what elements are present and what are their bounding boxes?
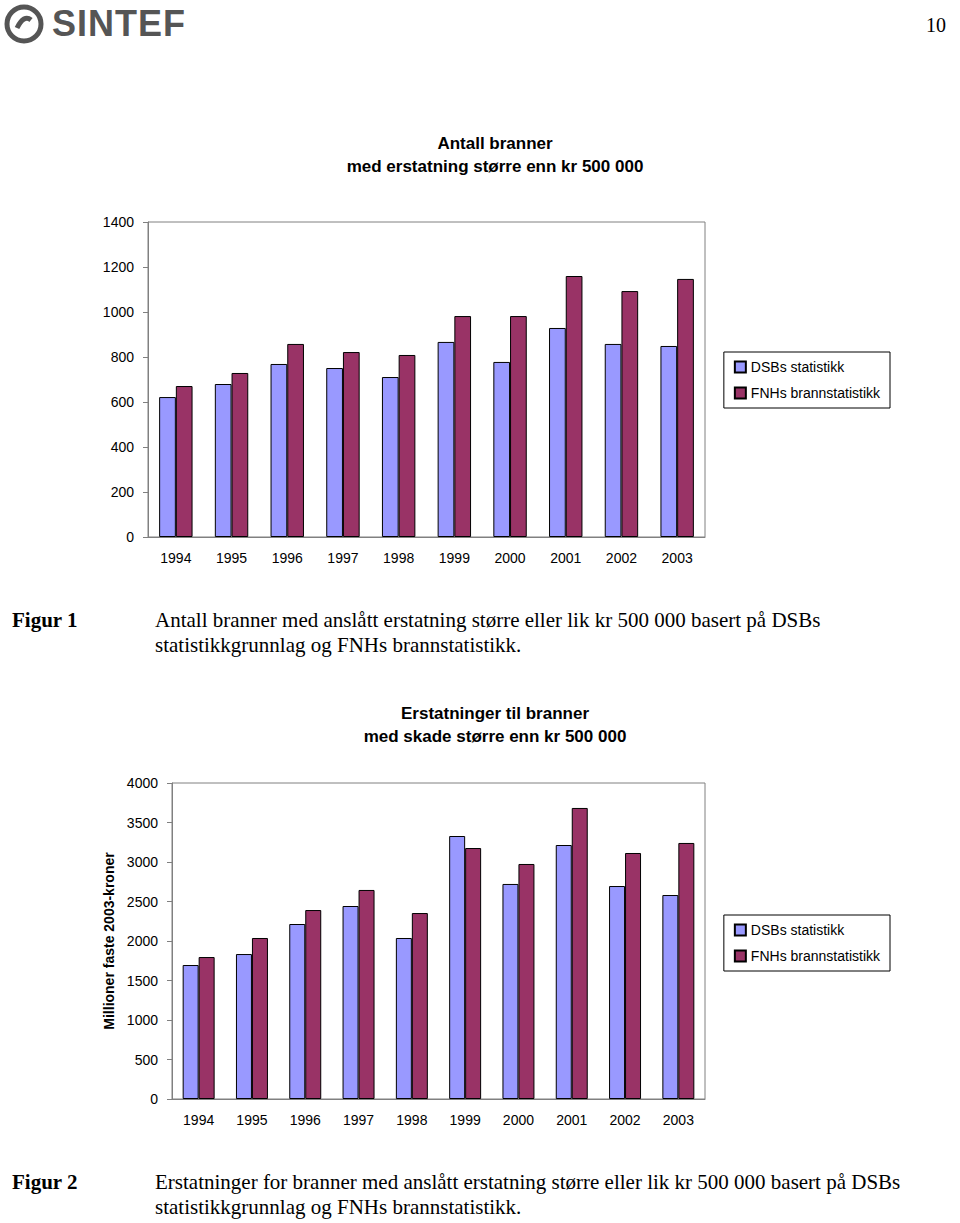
svg-text:med erstatning større enn kr 5: med erstatning større enn kr 500 000: [347, 157, 644, 176]
svg-text:Erstatninger til branner: Erstatninger til branner: [401, 704, 589, 723]
svg-text:1997: 1997: [327, 550, 358, 566]
svg-text:1000: 1000: [103, 304, 134, 320]
svg-text:1994: 1994: [160, 550, 191, 566]
svg-text:1999: 1999: [450, 1112, 481, 1128]
svg-text:2001: 2001: [556, 1112, 587, 1128]
html-text:10: 10: [926, 14, 946, 36]
svg-text:1996: 1996: [272, 550, 303, 566]
html-text:Figur 1: Figur 1: [12, 608, 78, 632]
html-text:SINTEF: SINTEF: [52, 3, 186, 44]
svg-text:0: 0: [126, 529, 134, 545]
svg-text:1995: 1995: [236, 1112, 267, 1128]
svg-text:DSBs statistikk: DSBs statistikk: [751, 359, 845, 375]
svg-text:3500: 3500: [127, 815, 158, 831]
html-text:Antall branner med anslått ers: Antall branner med anslått erstatning st…: [155, 608, 821, 657]
svg-text:1200: 1200: [103, 259, 134, 275]
html-text:Figur 2: Figur 2: [12, 1170, 78, 1194]
svg-text:2000: 2000: [127, 933, 158, 949]
svg-text:1999: 1999: [439, 550, 470, 566]
svg-text:3000: 3000: [127, 854, 158, 870]
svg-text:2500: 2500: [127, 894, 158, 910]
html-text:Erstatninger for branner med a: Erstatninger for branner med anslått ers…: [155, 1170, 901, 1219]
svg-text:2001: 2001: [550, 550, 581, 566]
svg-text:FNHs brannstatistikk: FNHs brannstatistikk: [751, 948, 881, 964]
svg-text:1995: 1995: [216, 550, 247, 566]
svg-text:2002: 2002: [609, 1112, 640, 1128]
svg-text:2002: 2002: [606, 550, 637, 566]
svg-text:2000: 2000: [494, 550, 525, 566]
svg-text:500: 500: [135, 1052, 159, 1068]
svg-text:1000: 1000: [127, 1012, 158, 1028]
svg-text:800: 800: [111, 349, 135, 365]
svg-text:1500: 1500: [127, 973, 158, 989]
svg-text:1997: 1997: [343, 1112, 374, 1128]
svg-text:0: 0: [150, 1091, 158, 1107]
svg-text:2003: 2003: [662, 550, 693, 566]
svg-text:200: 200: [111, 484, 135, 500]
svg-text:1994: 1994: [183, 1112, 214, 1128]
svg-text:Millioner faste 2003-kroner: Millioner faste 2003-kroner: [101, 852, 117, 1030]
svg-text:DSBs statistikk: DSBs statistikk: [751, 922, 845, 938]
svg-text:med skade større enn kr 500 00: med skade større enn kr 500 000: [364, 727, 627, 746]
svg-text:Antall branner: Antall branner: [437, 134, 553, 153]
svg-text:2000: 2000: [503, 1112, 534, 1128]
svg-text:2003: 2003: [663, 1112, 694, 1128]
svg-text:1400: 1400: [103, 214, 134, 230]
svg-text:400: 400: [111, 439, 135, 455]
svg-text:600: 600: [111, 394, 135, 410]
svg-text:FNHs brannstatistikk: FNHs brannstatistikk: [751, 385, 881, 401]
svg-text:1996: 1996: [290, 1112, 321, 1128]
svg-text:4000: 4000: [127, 775, 158, 791]
svg-text:1998: 1998: [396, 1112, 427, 1128]
svg-text:1998: 1998: [383, 550, 414, 566]
